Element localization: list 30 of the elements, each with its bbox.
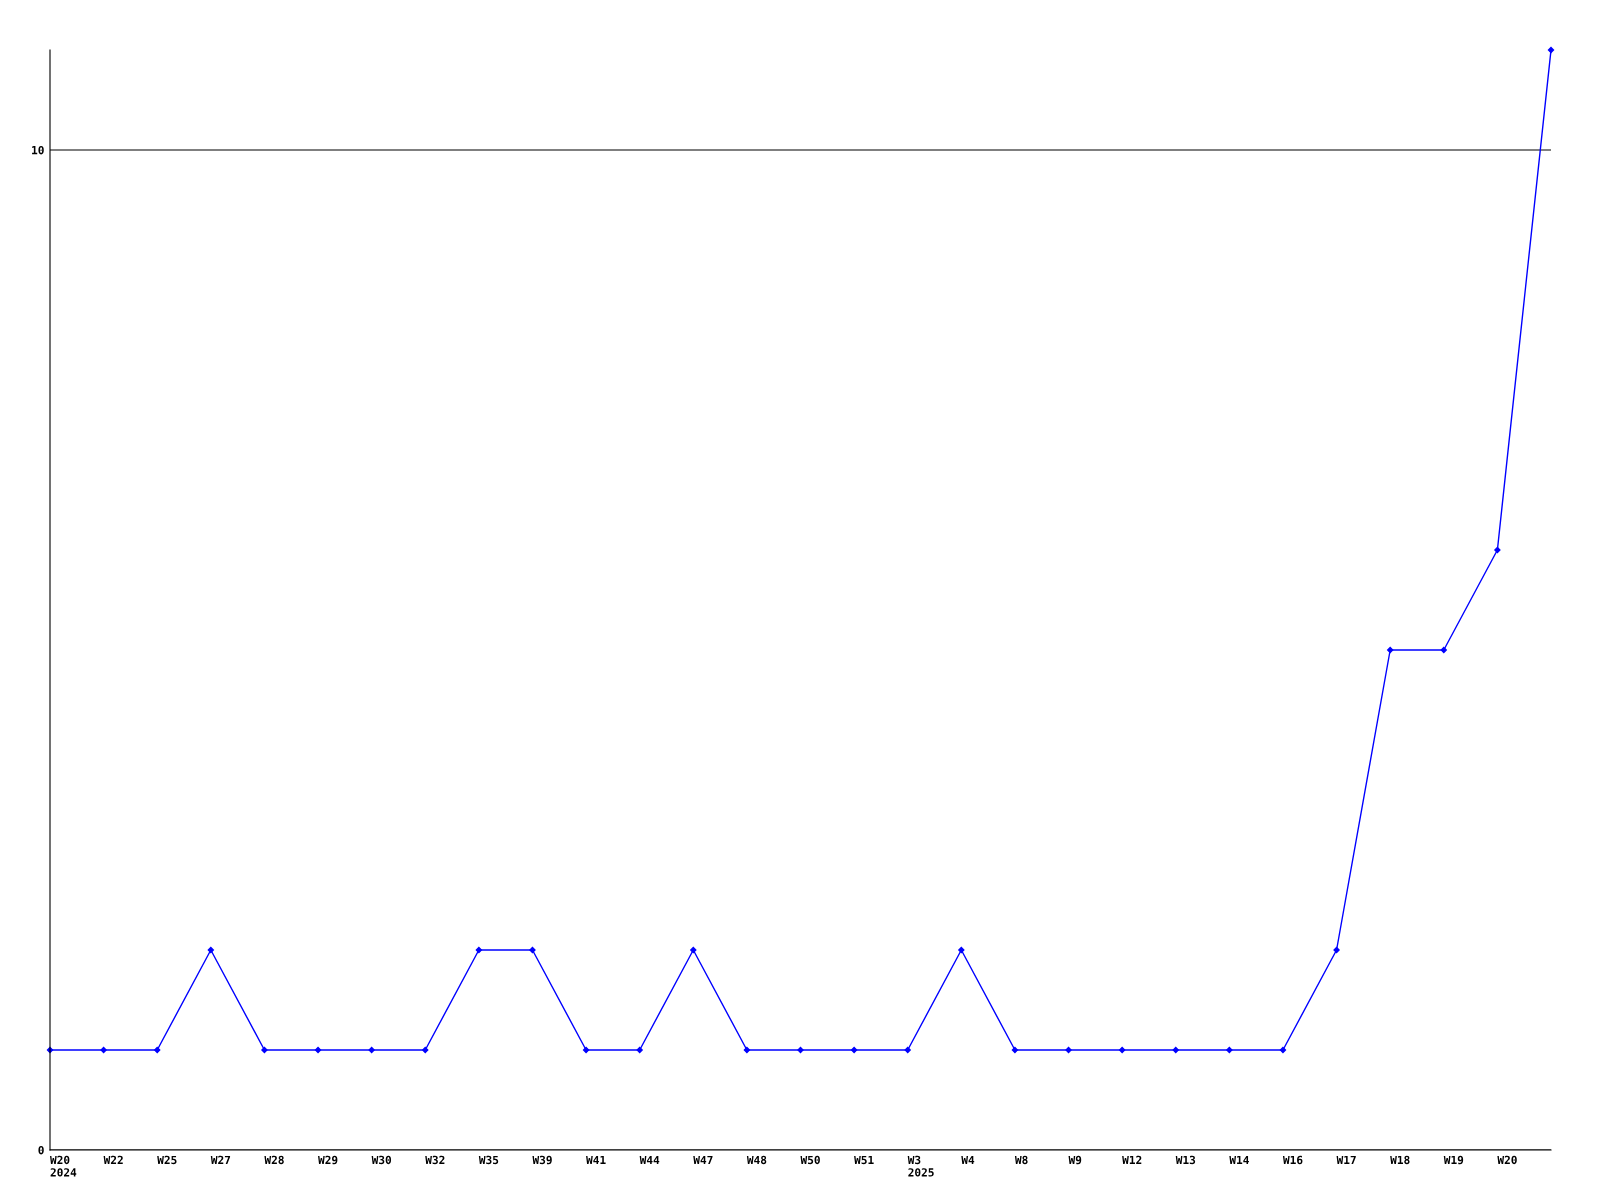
x-tick-label: W25 xyxy=(157,1155,177,1165)
y-tick-label: 0 xyxy=(38,1145,44,1155)
y-tick-label: 10 xyxy=(32,145,44,155)
x-tick-label: W29 xyxy=(318,1155,338,1165)
x-tick-label: W50 xyxy=(800,1155,820,1165)
x-tick-label: W17 xyxy=(1336,1155,1356,1164)
x-tick-label: W4 xyxy=(961,1155,975,1164)
x-tick-label: W39 xyxy=(532,1155,552,1165)
x-tick-label: W44 xyxy=(639,1155,660,1164)
x-tick-label: W41 xyxy=(586,1155,606,1164)
x-tick-label: W18 xyxy=(1390,1155,1410,1165)
x-tick-label: W20 xyxy=(1497,1155,1517,1165)
x-tick-label: W30 xyxy=(371,1155,392,1165)
x-tick-label: W3 2025 xyxy=(907,1155,934,1177)
x-tick-label: W16 xyxy=(1282,1155,1303,1165)
x-tick-label: W20 2024 xyxy=(50,1155,77,1177)
x-tick-label: W28 xyxy=(264,1155,284,1165)
x-tick-label: W32 xyxy=(425,1155,445,1165)
x-tick-label: W19 xyxy=(1443,1155,1464,1165)
x-tick-label: W22 xyxy=(103,1155,123,1164)
x-tick-label: W8 xyxy=(1014,1155,1028,1165)
x-tick-label: W27 xyxy=(210,1155,231,1164)
x-tick-label: W9 xyxy=(1068,1155,1082,1165)
x-tick-label: W47 xyxy=(693,1155,713,1164)
x-tick-label: W13 xyxy=(1175,1155,1196,1165)
x-tick-label: W48 xyxy=(746,1155,767,1165)
x-tick-label: W35 xyxy=(478,1155,499,1165)
x-tick-label: W14 xyxy=(1229,1155,1249,1164)
x-tick-label: W12 xyxy=(1122,1155,1142,1164)
x-tick-label: W51 xyxy=(854,1155,874,1165)
